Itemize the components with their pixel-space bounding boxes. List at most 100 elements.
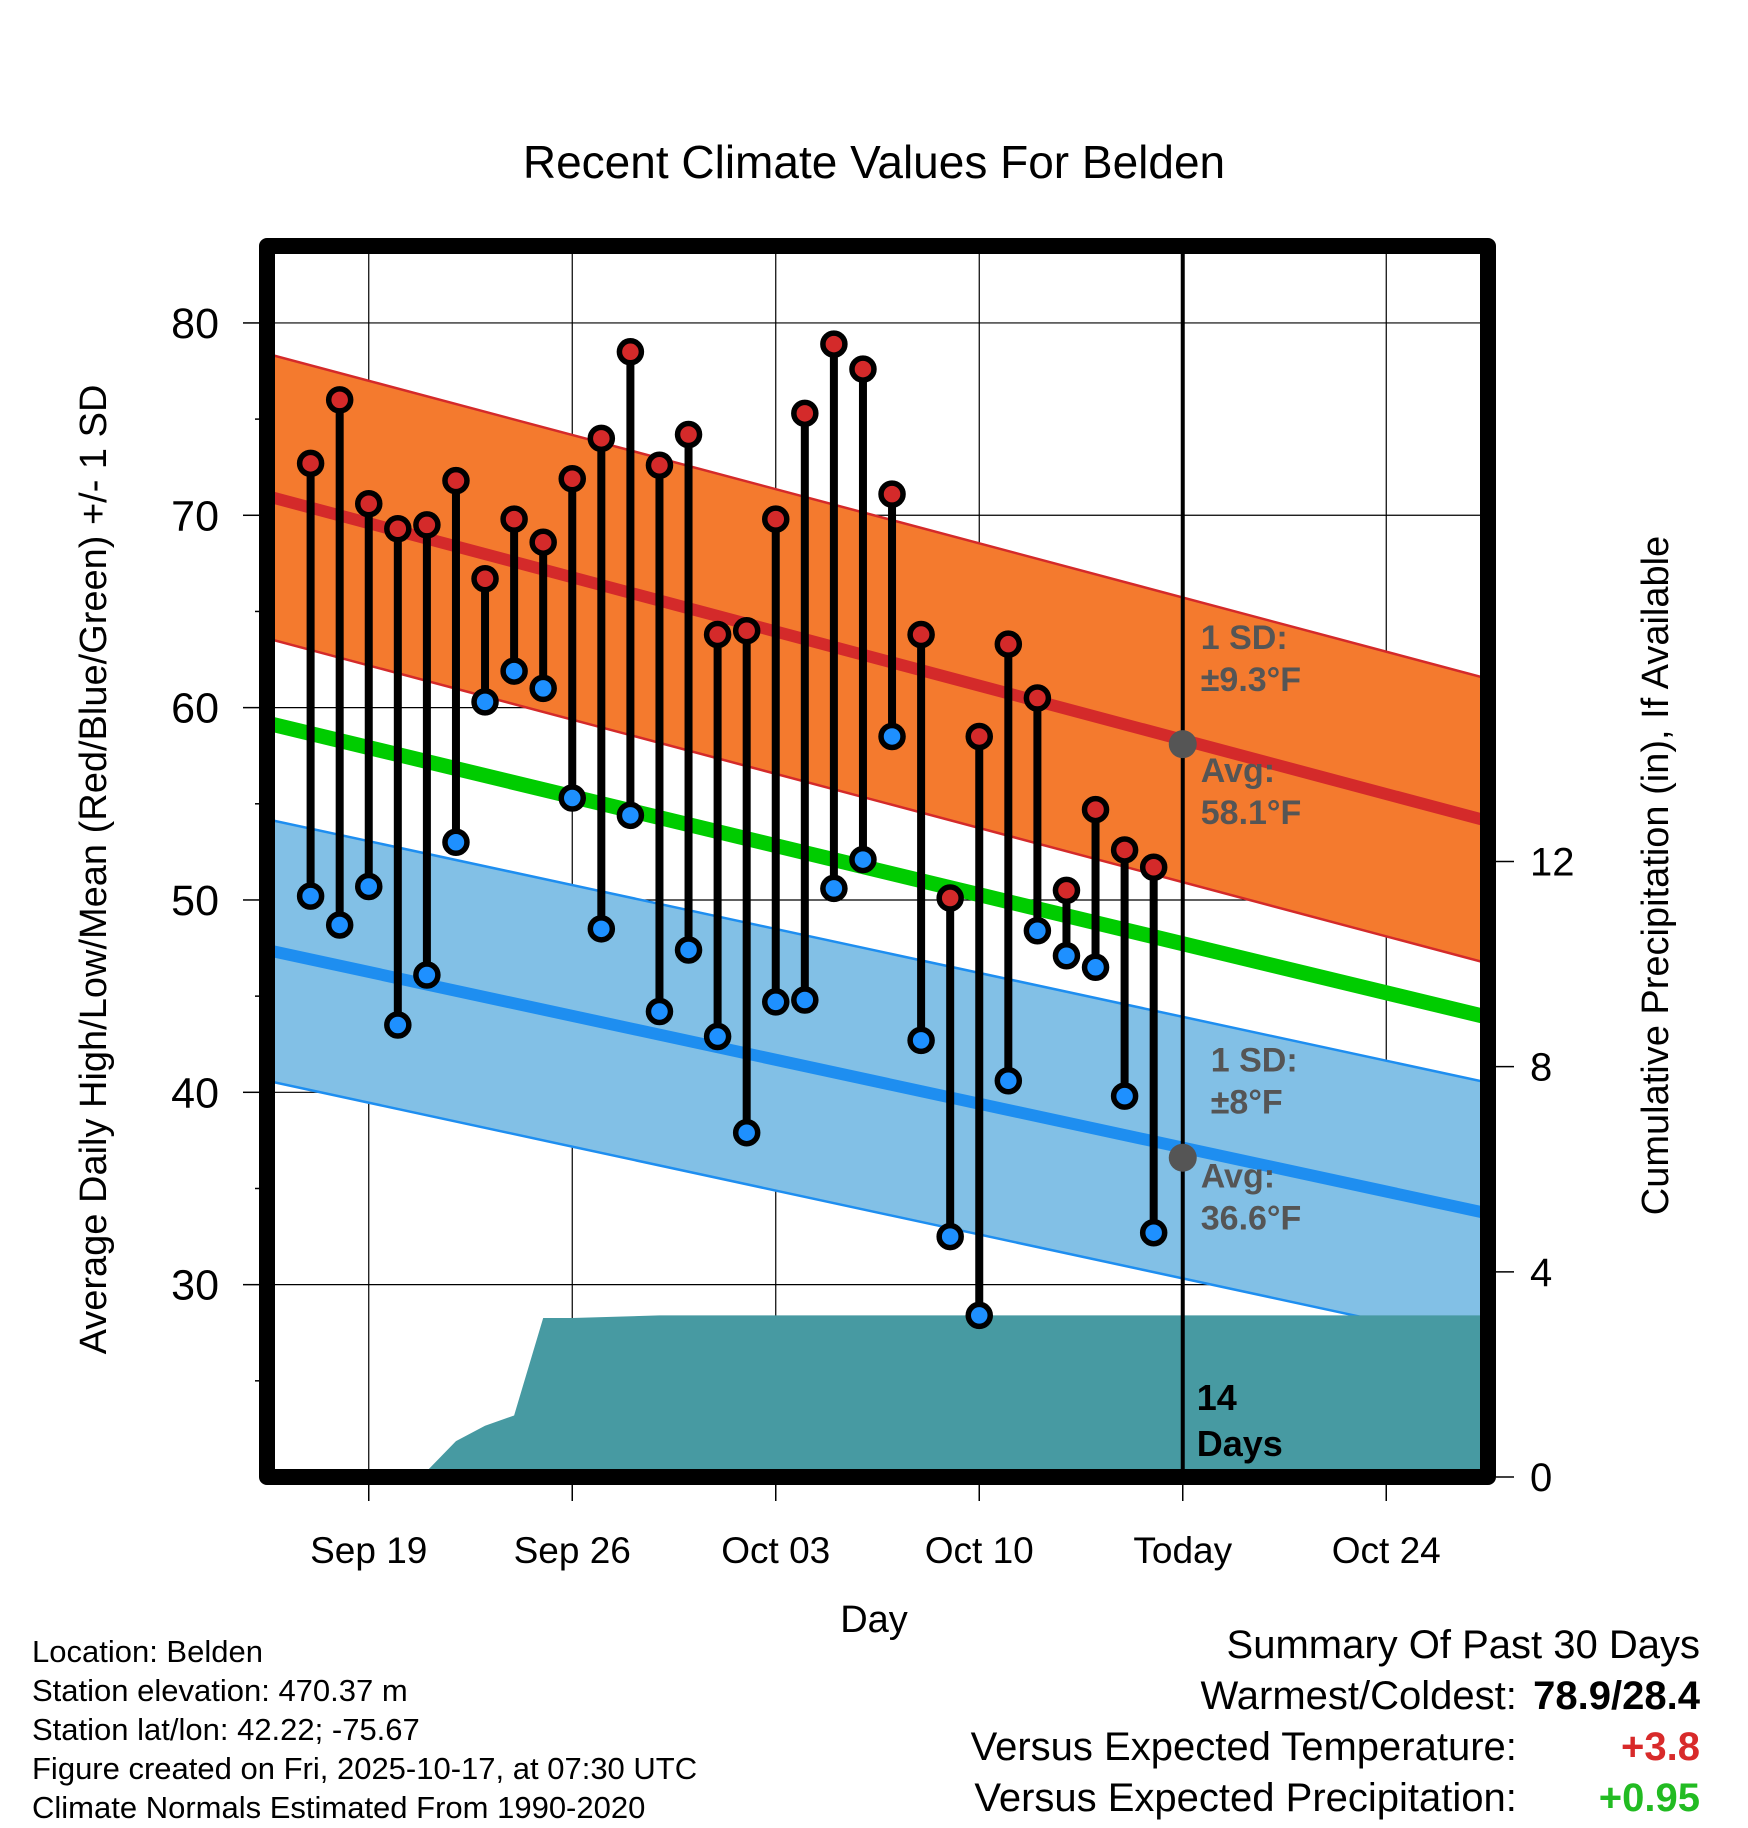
precip-departure-label: Versus Expected Precipitation: [974,1776,1517,1820]
x-tick-label: Today [1133,1530,1232,1571]
daily-low-point [413,961,441,989]
daily-high-point [849,355,877,383]
low-sd-upper-edge [267,817,1488,1084]
days-label-line1: 14 [1197,1377,1237,1418]
daily-high-point [558,464,586,493]
daily-high-point [616,338,645,366]
daily-low-point [616,801,645,830]
days-label-line2: Days [1197,1423,1283,1464]
daily-low-point [703,1022,732,1051]
daily-high-point [296,449,325,478]
low-avg-label-line2: 36.6°F [1201,1200,1302,1238]
high-avg-label-line2: 58.1°F [1201,794,1302,832]
daily-high-point [936,884,964,912]
daily-low-point [471,688,499,716]
high-sd-label-line2: ±9.3°F [1201,661,1301,699]
y-axis-label: Average Daily High/Low/Mean (Red/Blue/Gr… [73,385,115,1355]
low-sd-lower-edge [267,1079,1488,1346]
created-text: Figure created on Fri, 2025-10-17, at 07… [32,1751,698,1786]
high-sd-lower-edge [267,637,1488,965]
daily-high-point [732,616,761,645]
daily-low-point [296,882,325,910]
daily-high-point [791,399,819,428]
daily-high-point [994,630,1023,658]
daily-low-point [849,845,877,874]
high-sd-upper-edge [267,352,1488,680]
daily-high-point [384,514,412,543]
x-tick-label: Oct 10 [925,1530,1034,1571]
x-tick-label: Sep 19 [310,1530,427,1571]
y2-tick-label: 8 [1530,1046,1552,1090]
temp-departure-row: Versus Expected Temperature: +3.8 [971,1722,1700,1773]
high-avg-label-line1: Avg: [1201,752,1275,790]
daily-low-point [1110,1082,1139,1110]
y-tick-label: 30 [171,1262,219,1310]
warm-cold-row: Warmest/Coldest: 78.9/28.4 [971,1671,1701,1722]
low-avg-label-line1: Avg: [1201,1158,1275,1196]
daily-high-point [1052,876,1081,905]
x-axis-label: Day [840,1599,908,1641]
daily-high-point [1139,853,1168,882]
x-tick-label: Oct 03 [721,1530,830,1571]
x-tick-label: Oct 24 [1332,1530,1441,1571]
precip-area [426,1315,1488,1477]
daily-low-point [645,997,674,1026]
y2-tick-label: 4 [1530,1251,1552,1295]
daily-low-point [762,988,790,1016]
daily-low-point [820,874,848,903]
summary-panel: Summary Of Past 30 Days Warmest/Coldest:… [971,1620,1700,1824]
daily-low-point [732,1118,761,1147]
daily-low-point [587,915,616,943]
plot-area [267,246,1488,1477]
summary-title: Summary Of Past 30 Days [1226,1623,1700,1667]
high-sd-label-line1: 1 SD: [1201,619,1288,657]
daily-low-point [500,657,528,685]
y2-axis-label: Cumulative Precipitation (in), If Availa… [1635,536,1677,1215]
daily-high-point [500,505,528,533]
y-tick-label: 60 [171,685,219,733]
daily-high-point [1110,836,1139,864]
normals-text: Climate Normals Estimated From 1990-2020 [32,1790,646,1825]
warm-cold-label: Warmest/Coldest: [1200,1674,1517,1718]
y-tick-label: 50 [171,877,219,925]
y2-tick-label: 12 [1530,841,1575,885]
x-tick-label: Sep 26 [514,1530,631,1571]
daily-low-point [907,1026,935,1055]
daily-high-point [703,620,732,649]
daily-low-point [674,936,703,964]
daily-low-point [355,872,383,901]
elevation-text: Station elevation: 470.37 m [32,1673,408,1708]
daily-low-point [1052,941,1081,970]
daily-low-point [384,1011,412,1039]
station-info: Location: Belden Station elevation: 470.… [32,1632,697,1827]
plot-frame [259,238,1496,1485]
daily-high-point [529,528,557,556]
daily-low-point [529,674,557,703]
precip-departure-row: Versus Expected Precipitation: +0.95 [971,1773,1700,1824]
daily-high-point [965,722,993,751]
y-tick-label: 40 [171,1069,219,1117]
daily-low-point [325,911,354,939]
daily-high-point [471,565,499,593]
latlon-text: Station lat/lon: 42.22; -75.67 [32,1712,420,1747]
precip-departure-value: +0.95 [1598,1776,1700,1820]
low-avg-today-marker [1168,1143,1197,1172]
warm-cold-value: 78.9/28.4 [1533,1674,1700,1718]
daily-high-point [442,466,470,495]
daily-high-point [645,451,674,480]
low-sd-label-line2: ±8°F [1211,1084,1283,1122]
daily-low-point [1023,916,1052,945]
daily-high-point [325,386,354,414]
daily-high-point [878,480,906,508]
daily-high-point [355,489,383,518]
daily-high-point [762,505,790,533]
chart-title: Recent Climate Values For Belden [523,136,1225,188]
location-text: Location: Belden [32,1634,263,1669]
daily-high-point [820,330,848,358]
y-tick-label: 70 [171,492,219,540]
daily-high-point [907,620,935,649]
daily-low-point [558,784,586,812]
daily-low-point [442,828,470,857]
daily-high-point [674,420,703,449]
